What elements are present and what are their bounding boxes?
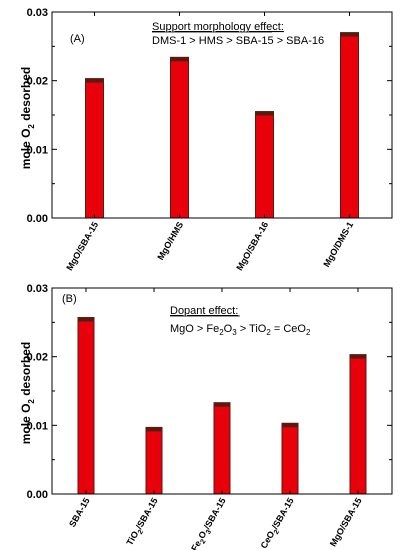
category-label: MgO/SBA-15 bbox=[64, 220, 100, 272]
bar-5 bbox=[349, 354, 367, 495]
panel-a-category-labels: MgO/SBA-15 MgO/HMS MgO/SBA-16 MgO/DMS-1 bbox=[64, 220, 355, 272]
panel-b-y-ticks: 0.00 0.01 0.02 0.03 bbox=[27, 283, 392, 501]
bar-top-edge bbox=[78, 317, 94, 322]
panel-b-bars bbox=[77, 317, 367, 495]
y-tick-label: 0.00 bbox=[27, 489, 48, 501]
panel-a-plot-frame bbox=[51, 11, 393, 219]
bar-2 bbox=[145, 426, 163, 495]
category-label: MgO/DMS-1 bbox=[321, 220, 355, 269]
category-label: Fe2O3/SBA-15 bbox=[189, 496, 230, 550]
panel-b-label: (B) bbox=[62, 293, 77, 305]
category-label: MgO/SBA-15 bbox=[328, 496, 364, 548]
bar-2 bbox=[170, 56, 189, 219]
y-tick-label: 0.02 bbox=[27, 76, 48, 88]
bar-top-edge bbox=[214, 402, 230, 407]
y-tick-label: 0.03 bbox=[27, 283, 48, 295]
y-tick-label: 0.03 bbox=[27, 7, 48, 19]
y-tick-label: 0.00 bbox=[27, 213, 48, 225]
category-label: TiO2/SBA-15 bbox=[124, 496, 162, 549]
panel-a-annotation-heading: Support morphology effect: bbox=[152, 21, 284, 33]
category-label: CeO2/SBA-15 bbox=[259, 496, 299, 550]
bar-4 bbox=[281, 422, 299, 495]
panel-b-plot-frame bbox=[51, 287, 393, 495]
panel-a: mole O2 desorbed (A) Support morphology … bbox=[19, 7, 393, 272]
bar-1 bbox=[77, 317, 95, 495]
bar-1 bbox=[85, 78, 104, 219]
bar-top-edge bbox=[340, 32, 359, 37]
panel-a-bars bbox=[85, 32, 359, 219]
bar-top-edge bbox=[350, 354, 366, 359]
y-tick-label: 0.02 bbox=[27, 352, 48, 364]
panel-a-y-axis-label: mole O2 desorbed bbox=[19, 67, 36, 170]
panel-b-y-axis-label: mole O2 desorbed bbox=[19, 342, 36, 445]
y-tick-label: 0.01 bbox=[27, 420, 48, 432]
panel-b-annotation-text: MgO > Fe2O3 > TiO2 = CeO2 bbox=[170, 323, 311, 337]
panel-b: mole O2 desorbed (B) Dopant effect: MgO … bbox=[19, 283, 393, 550]
panel-b-category-labels: SBA-15 TiO2/SBA-15 Fe2O3/SBA-15 CeO2/SBA-15… bbox=[67, 496, 364, 550]
category-label: MgO/HMS bbox=[155, 220, 185, 262]
panel-a-label: (A) bbox=[70, 33, 85, 45]
bar-top-edge bbox=[170, 57, 189, 62]
bar-3 bbox=[255, 111, 274, 219]
bar-4 bbox=[340, 32, 359, 219]
bar-top-edge bbox=[255, 111, 274, 116]
category-label: MgO/SBA-16 bbox=[234, 220, 270, 272]
bar-top-edge bbox=[282, 423, 298, 428]
category-label: SBA-15 bbox=[67, 496, 92, 529]
y-tick-label: 0.01 bbox=[27, 144, 48, 156]
panel-b-annotation-heading: Dopant effect: bbox=[170, 305, 238, 317]
panel-a-annotation-text: DMS-1 > HMS > SBA-15 > SBA-16 bbox=[152, 35, 324, 47]
bar-3 bbox=[213, 402, 231, 495]
bar-top-edge bbox=[85, 78, 104, 83]
bar-top-edge bbox=[146, 427, 162, 432]
